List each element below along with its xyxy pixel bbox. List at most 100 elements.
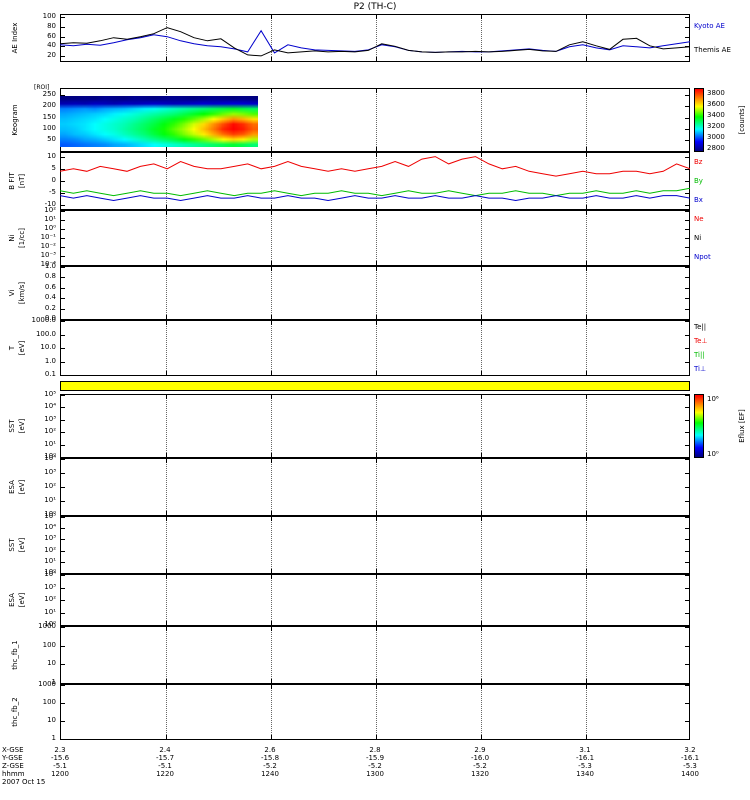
gridline <box>166 575 167 625</box>
x-tick-mark <box>586 321 587 325</box>
gridline <box>376 15 377 61</box>
y-tick-label: 10² <box>44 595 56 603</box>
x-axis-value: -5.1 <box>158 762 172 770</box>
y-tick-mark <box>61 211 65 212</box>
trace-label-bz: Bz <box>694 157 703 166</box>
colorbar-tick-label: 3000 <box>707 133 725 141</box>
y-tick-mark <box>61 473 65 474</box>
x-tick-mark <box>271 679 272 683</box>
x-tick-mark <box>586 735 587 739</box>
x-axis-value: -15.8 <box>260 754 280 762</box>
gridline <box>376 267 377 319</box>
colorbar-tick-label: 3600 <box>707 100 725 108</box>
x-axis-value: 1240 <box>261 770 279 778</box>
gridline <box>481 517 482 573</box>
y-tick-mark <box>61 334 65 336</box>
x-tick-mark <box>166 267 167 271</box>
y-tick-label: 80 <box>47 21 56 30</box>
x-tick-mark <box>376 395 377 399</box>
y-tick-mark <box>685 375 689 376</box>
gridline <box>586 321 587 375</box>
y-tick-mark <box>685 17 689 19</box>
y-tick-mark <box>685 238 689 239</box>
y-axis-label: Vi <box>8 289 16 297</box>
x-tick-mark <box>481 511 482 515</box>
x-tick-mark <box>481 621 482 625</box>
colorbar-tick-label: 2800 <box>707 144 725 152</box>
gridline <box>376 89 377 151</box>
x-tick-mark <box>376 459 377 463</box>
x-tick-mark <box>481 569 482 573</box>
y-tick-label: 10³ <box>44 414 56 423</box>
y-tick-mark <box>685 287 689 289</box>
x-tick-mark <box>271 321 272 325</box>
y-tick-mark <box>61 575 65 576</box>
x-tick-mark <box>481 627 482 631</box>
x-tick-mark <box>166 517 167 521</box>
y-tick-mark <box>685 256 689 257</box>
x-tick-mark <box>271 315 272 319</box>
y-tick-mark <box>61 220 65 221</box>
gridline <box>166 153 167 209</box>
y-axis-label: SST <box>8 538 16 552</box>
x-tick-mark <box>481 211 482 215</box>
gridline <box>481 15 482 61</box>
panel-corner-label: [ROI] <box>34 84 50 91</box>
x-tick-mark <box>586 511 587 515</box>
series-kyoto-ae <box>60 29 690 54</box>
y-tick-mark <box>685 501 689 502</box>
y-tick-label: 10² <box>44 427 56 436</box>
y-axis-label: thc_fb_1 <box>11 640 19 670</box>
y-tick-mark <box>685 627 689 628</box>
y-tick-mark <box>685 192 689 194</box>
x-tick-mark <box>481 147 482 151</box>
y-tick-mark <box>685 265 689 266</box>
y-tick-label: 60 <box>47 31 56 40</box>
y-tick-mark <box>61 587 65 589</box>
x-tick-mark <box>271 57 272 61</box>
y-tick-label: 10⁵ <box>44 390 56 398</box>
y-tick-mark <box>685 739 689 740</box>
x-tick-mark <box>586 147 587 151</box>
panel-sst_ions <box>60 394 690 458</box>
y-tick-mark <box>685 645 689 647</box>
y-tick-mark <box>685 561 689 563</box>
x-axis-value: 2.9 <box>474 746 486 754</box>
trace-label-by: By <box>694 177 703 185</box>
y-axis-label: SST <box>8 419 16 433</box>
y-tick-mark <box>61 683 65 684</box>
y-tick-label: 10⁻⁴ <box>40 260 56 268</box>
x-tick-mark <box>271 153 272 157</box>
y-tick-mark <box>61 612 65 614</box>
x-axis-row-label-hhmm: hhmm <box>2 770 25 778</box>
x-tick-mark <box>376 211 377 215</box>
y-tick-mark <box>685 181 689 182</box>
x-tick-mark <box>166 511 167 515</box>
x-tick-mark <box>376 261 377 265</box>
trace-label-npot: Npot <box>694 252 711 261</box>
y-tick-mark <box>685 683 689 684</box>
y-tick-label: 10⁴ <box>44 570 56 578</box>
x-tick-mark <box>376 205 377 209</box>
y-tick-mark <box>61 157 65 159</box>
y-tick-label: 1 <box>51 734 56 742</box>
x-axis-value: 1400 <box>681 770 699 778</box>
x-axis-value: -5.2 <box>368 762 382 770</box>
y-tick-mark <box>61 573 65 574</box>
x-tick-mark <box>376 517 377 521</box>
x-tick-mark <box>376 685 377 689</box>
gridline <box>166 395 167 457</box>
x-tick-mark <box>271 15 272 19</box>
gridline <box>481 459 482 515</box>
y-tick-label: 0.4 <box>44 293 56 302</box>
y-tick-mark <box>61 256 65 257</box>
gridline <box>166 517 167 573</box>
gridline <box>376 517 377 573</box>
x-tick-mark <box>166 205 167 209</box>
y-tick-label: 10¹ <box>44 215 56 223</box>
y-tick-label: 100 <box>42 698 56 706</box>
x-axis-value: -5.2 <box>473 762 487 770</box>
x-axis-value: 2.6 <box>264 746 276 754</box>
x-tick-mark <box>481 261 482 265</box>
x-axis-value: -5.2 <box>263 762 277 770</box>
